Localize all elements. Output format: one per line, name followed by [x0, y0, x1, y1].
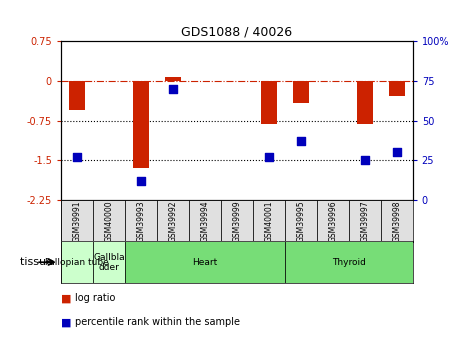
Bar	[93, 241, 125, 283]
Bar	[285, 241, 413, 283]
Bar	[253, 200, 285, 242]
Point	[393, 150, 401, 155]
Text: GSM39991: GSM39991	[72, 200, 82, 242]
Point	[361, 158, 369, 163]
Bar	[349, 200, 381, 242]
Point	[297, 139, 304, 144]
Title: GDS1088 / 40026: GDS1088 / 40026	[182, 26, 292, 39]
Text: Gallbla
dder: Gallbla dder	[93, 253, 125, 272]
Bar	[165, 77, 181, 81]
Bar	[125, 200, 157, 242]
Bar	[93, 200, 125, 242]
Bar	[381, 200, 413, 242]
Bar	[317, 200, 349, 242]
Bar	[285, 200, 317, 242]
Bar	[189, 200, 221, 242]
Bar	[69, 81, 85, 110]
Bar	[293, 81, 309, 103]
Text: ■: ■	[61, 317, 71, 327]
Bar	[261, 81, 277, 125]
Bar	[125, 241, 285, 283]
Point	[137, 178, 144, 184]
Text: GSM39995: GSM39995	[296, 200, 305, 242]
Point	[73, 155, 81, 160]
Text: GSM39994: GSM39994	[200, 200, 209, 242]
Bar	[157, 200, 189, 242]
Text: GSM39993: GSM39993	[136, 200, 145, 242]
Bar	[61, 200, 93, 242]
Bar	[357, 81, 373, 125]
Text: ■: ■	[61, 293, 71, 303]
Bar	[133, 81, 149, 168]
Text: GSM39999: GSM39999	[232, 200, 242, 242]
Text: Heart: Heart	[192, 258, 218, 267]
Text: Fallopian tube: Fallopian tube	[45, 258, 109, 267]
Bar	[221, 200, 253, 242]
Text: log ratio: log ratio	[75, 293, 115, 303]
Text: GSM39996: GSM39996	[328, 200, 337, 242]
Point	[265, 155, 272, 160]
Text: tissue: tissue	[20, 257, 56, 267]
Text: GSM39992: GSM39992	[168, 200, 177, 242]
Text: Thyroid: Thyroid	[332, 258, 366, 267]
Text: GSM39998: GSM39998	[392, 200, 401, 242]
Point	[169, 86, 177, 92]
Bar	[61, 241, 93, 283]
Bar	[389, 81, 405, 96]
Text: GSM39997: GSM39997	[360, 200, 369, 242]
Text: percentile rank within the sample: percentile rank within the sample	[75, 317, 240, 327]
Text: GSM40001: GSM40001	[265, 200, 273, 242]
Text: GSM40000: GSM40000	[105, 200, 113, 242]
